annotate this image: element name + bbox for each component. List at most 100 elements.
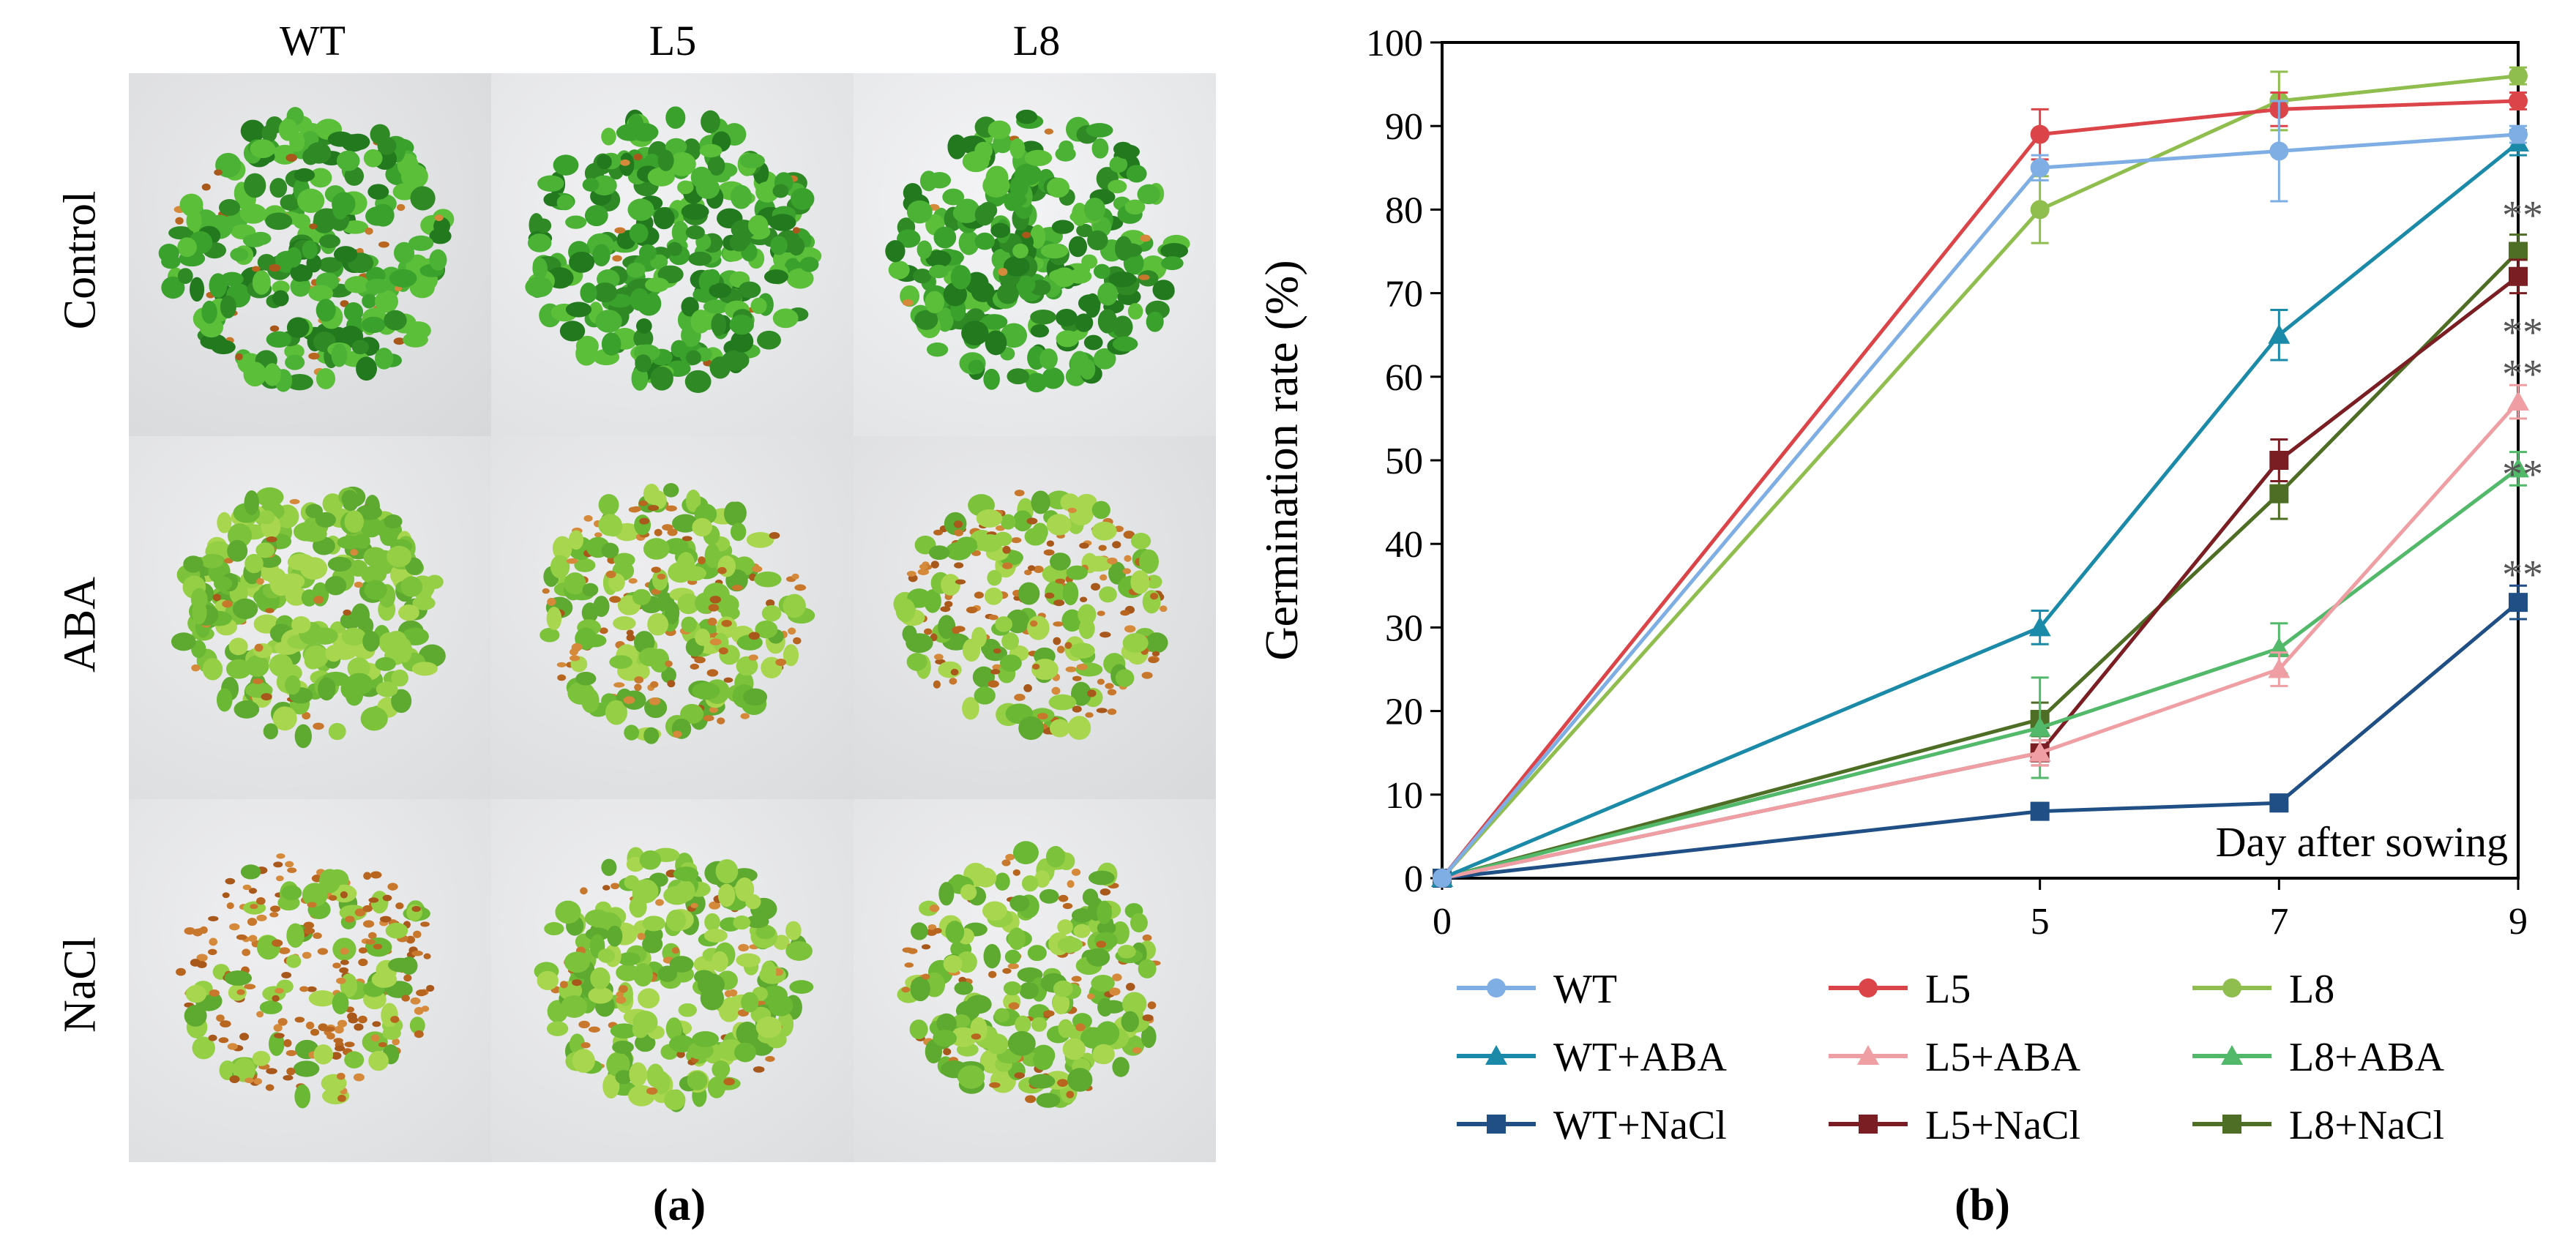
seedling xyxy=(412,596,436,610)
data-point xyxy=(1433,869,1452,888)
seedling xyxy=(917,569,930,575)
seedling xyxy=(1008,927,1026,951)
seedling xyxy=(391,669,408,687)
y-tick-label: 10 xyxy=(1385,775,1423,817)
seedling xyxy=(1006,609,1029,634)
seedling xyxy=(258,510,275,525)
seedling xyxy=(218,1037,229,1044)
seedling xyxy=(607,925,623,947)
seedling xyxy=(1053,637,1061,645)
seedling xyxy=(1065,666,1077,673)
seedling xyxy=(1071,868,1081,876)
seedling xyxy=(1058,1019,1074,1038)
seedling xyxy=(639,517,650,525)
seedling xyxy=(952,626,961,634)
seedling xyxy=(980,314,1008,330)
seedling xyxy=(950,265,971,290)
seedling xyxy=(1112,1057,1130,1077)
seedling xyxy=(307,986,317,992)
seedling xyxy=(527,233,552,252)
seedling xyxy=(955,579,966,585)
seedling xyxy=(944,601,953,607)
seedling xyxy=(256,914,267,921)
seedling xyxy=(723,1078,735,1086)
seedling xyxy=(988,970,997,978)
seedling xyxy=(269,263,281,272)
seedling xyxy=(1001,859,1011,866)
seedling xyxy=(578,1020,590,1029)
seedling xyxy=(345,916,355,923)
seedling xyxy=(408,235,434,251)
seedling xyxy=(1130,532,1151,550)
seedling xyxy=(724,501,742,526)
seedling xyxy=(783,594,806,618)
seedling xyxy=(236,934,247,940)
seedling xyxy=(209,273,228,298)
seedling xyxy=(278,119,298,141)
seedling xyxy=(421,1006,430,1012)
seedling xyxy=(1026,517,1038,525)
seedling xyxy=(974,232,996,250)
seedling xyxy=(1140,1025,1157,1049)
seedling xyxy=(406,935,416,944)
seedling xyxy=(1068,236,1088,258)
seedling xyxy=(343,609,351,616)
data-point xyxy=(2028,716,2051,737)
seedling xyxy=(581,688,600,714)
seedling xyxy=(681,203,709,220)
significance-marker: ** xyxy=(2502,310,2543,355)
seedling xyxy=(1151,651,1160,656)
seedling xyxy=(179,193,204,216)
seedling xyxy=(411,662,438,676)
legend-marker xyxy=(1487,978,1506,997)
seedling xyxy=(669,956,694,973)
seedling-cluster xyxy=(534,847,814,1112)
seedling xyxy=(214,169,223,176)
seedling xyxy=(671,220,690,244)
seedling xyxy=(742,688,768,706)
seedling xyxy=(703,299,730,314)
seedling xyxy=(634,676,644,684)
seedling xyxy=(645,277,669,293)
seedling xyxy=(949,1028,977,1047)
seedling xyxy=(365,278,390,293)
seedling xyxy=(189,277,205,302)
seedling xyxy=(690,902,698,909)
seedling xyxy=(1086,948,1110,967)
seedling xyxy=(938,882,955,906)
seedling xyxy=(755,1016,782,1038)
seedling xyxy=(927,924,937,930)
seedling xyxy=(325,645,343,662)
seedling xyxy=(429,249,447,271)
seedling xyxy=(1127,303,1143,320)
seedling xyxy=(1053,980,1073,997)
seedling xyxy=(633,153,643,161)
legend-label: L8+NaCl xyxy=(2289,1103,2444,1148)
seedling xyxy=(947,134,967,160)
seedling xyxy=(1112,541,1121,549)
seedling xyxy=(926,342,949,357)
seedling xyxy=(266,1068,277,1074)
seedling xyxy=(1030,309,1056,325)
seedling xyxy=(636,318,652,334)
seedling xyxy=(933,928,942,934)
seedling xyxy=(601,542,619,558)
seedling xyxy=(731,585,743,591)
seedling xyxy=(1000,514,1016,530)
seedling xyxy=(657,149,674,171)
seedling xyxy=(678,1003,697,1017)
seedling xyxy=(692,517,713,537)
seedling xyxy=(255,487,284,507)
seedling xyxy=(953,520,963,528)
seedling xyxy=(224,970,253,986)
seedling xyxy=(196,954,208,962)
seedling xyxy=(400,576,423,597)
seedling xyxy=(704,913,720,932)
seedling xyxy=(1073,924,1091,938)
series-line-l8-nacl xyxy=(1441,250,2520,880)
seedling xyxy=(1048,694,1077,711)
seedling xyxy=(191,664,201,672)
seedling xyxy=(201,183,211,191)
seedling xyxy=(1000,323,1028,348)
seedling xyxy=(799,256,819,272)
